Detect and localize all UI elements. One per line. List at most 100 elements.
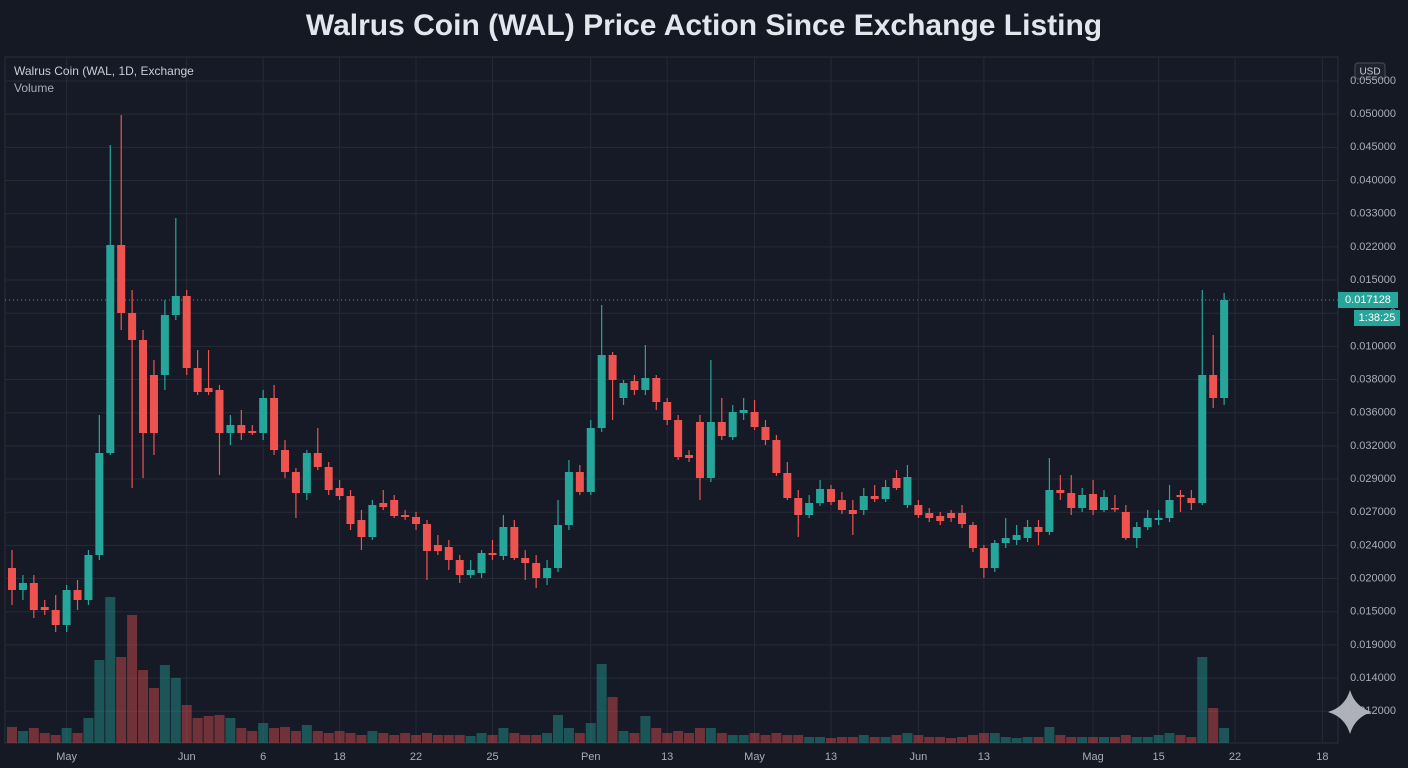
candle-body [433, 545, 442, 551]
volume-bar [280, 727, 290, 743]
candle-body [412, 517, 421, 524]
candle-body [368, 505, 377, 537]
volume-bar [749, 733, 760, 743]
x-tick-label: 18 [1316, 751, 1328, 763]
candle-body [160, 315, 169, 375]
candle-body [259, 398, 268, 433]
candle-body [663, 402, 672, 420]
candle-body [848, 510, 857, 514]
candle-body [401, 515, 410, 517]
volume-bar [760, 735, 771, 743]
candle-body [128, 313, 137, 340]
currency-label: USD [1359, 67, 1380, 78]
candle-body [543, 568, 552, 578]
volume-bar [596, 664, 607, 743]
volume-bar [411, 735, 422, 743]
candle-body [728, 412, 737, 437]
volume-bar [869, 737, 880, 743]
candle-body [914, 505, 923, 515]
candle-body [1132, 527, 1141, 538]
volume-bar [826, 738, 836, 743]
volume-bar [509, 733, 520, 743]
candle-body [805, 503, 814, 515]
volume-bar [50, 735, 61, 743]
volume-bar [946, 738, 957, 743]
x-tick-label: 25 [486, 751, 498, 763]
volume-bar [94, 660, 105, 743]
candle-body [149, 375, 158, 433]
y-tick-label: 0.024000 [1350, 539, 1396, 551]
volume-bar [967, 735, 978, 743]
y-tick-label: 0.038000 [1350, 373, 1396, 385]
volume-bar [105, 597, 116, 743]
candle-body [925, 513, 934, 518]
volume-bar [28, 728, 39, 743]
volume-bar [454, 735, 465, 743]
candle-body [466, 570, 475, 575]
volume-bar [1033, 737, 1044, 743]
volume-bar [61, 728, 72, 743]
candle-body [291, 472, 300, 493]
volume-bar [476, 733, 487, 743]
volume-bar [673, 731, 684, 743]
y-tick-label: 0.015000 [1350, 606, 1396, 618]
volume-bar [236, 728, 247, 743]
y-tick-label: 0.022000 [1350, 241, 1396, 253]
volume-bar [520, 735, 531, 743]
x-tick-label: Pen [581, 751, 601, 763]
candle-body [1089, 494, 1098, 510]
candle-body [95, 453, 104, 555]
candle-body [685, 455, 694, 458]
volume-bar [902, 733, 913, 743]
candle-body [84, 555, 93, 600]
candle-body [521, 558, 530, 563]
candle-body [783, 473, 792, 498]
candle-body [62, 590, 71, 625]
candle-body [171, 296, 180, 315]
volume-bar [574, 733, 585, 743]
volume-label: Volume [14, 81, 54, 95]
candle-body [652, 378, 661, 402]
candle-body [772, 440, 781, 473]
candle-body [117, 245, 126, 313]
volume-bar [203, 716, 214, 743]
candle-body [106, 245, 115, 453]
candle-layer [8, 115, 1229, 632]
candle-body [903, 477, 912, 505]
candle-body [641, 378, 650, 390]
volume-bar [793, 735, 804, 743]
volume-bar [1186, 737, 1197, 743]
volume-bar [432, 735, 443, 743]
y-tick-label: 0.029000 [1350, 473, 1396, 485]
candle-body [1110, 508, 1119, 510]
legend-title: Walrus Coin (WAL, 1D, Exchange [14, 64, 194, 78]
volume-bar [1120, 735, 1131, 743]
x-tick-label: 22 [410, 751, 422, 763]
candle-body [335, 488, 344, 496]
volume-bar [247, 731, 258, 743]
volume-bar [421, 733, 432, 743]
candle-body [1220, 300, 1229, 398]
candle-body [586, 428, 595, 492]
candle-body [968, 525, 977, 548]
candle-body [1023, 527, 1032, 538]
candle-body [827, 489, 835, 502]
candle-body [881, 487, 890, 499]
volume-bar [269, 728, 280, 743]
volume-bar [1099, 737, 1109, 743]
currency-box [1354, 62, 1386, 80]
volume-bar [1055, 735, 1066, 743]
candle-body [1045, 490, 1054, 532]
candle-body [182, 296, 191, 368]
plot-area [4, 56, 1339, 744]
candle-body [674, 420, 683, 457]
candle-body [193, 368, 202, 392]
volume-bar [891, 735, 902, 743]
volume-bar [978, 733, 989, 743]
volume-bar [1109, 737, 1120, 743]
volume-bar [727, 735, 738, 743]
candle-body [990, 543, 999, 568]
candle-body [1209, 375, 1218, 398]
candle-body [706, 422, 715, 478]
